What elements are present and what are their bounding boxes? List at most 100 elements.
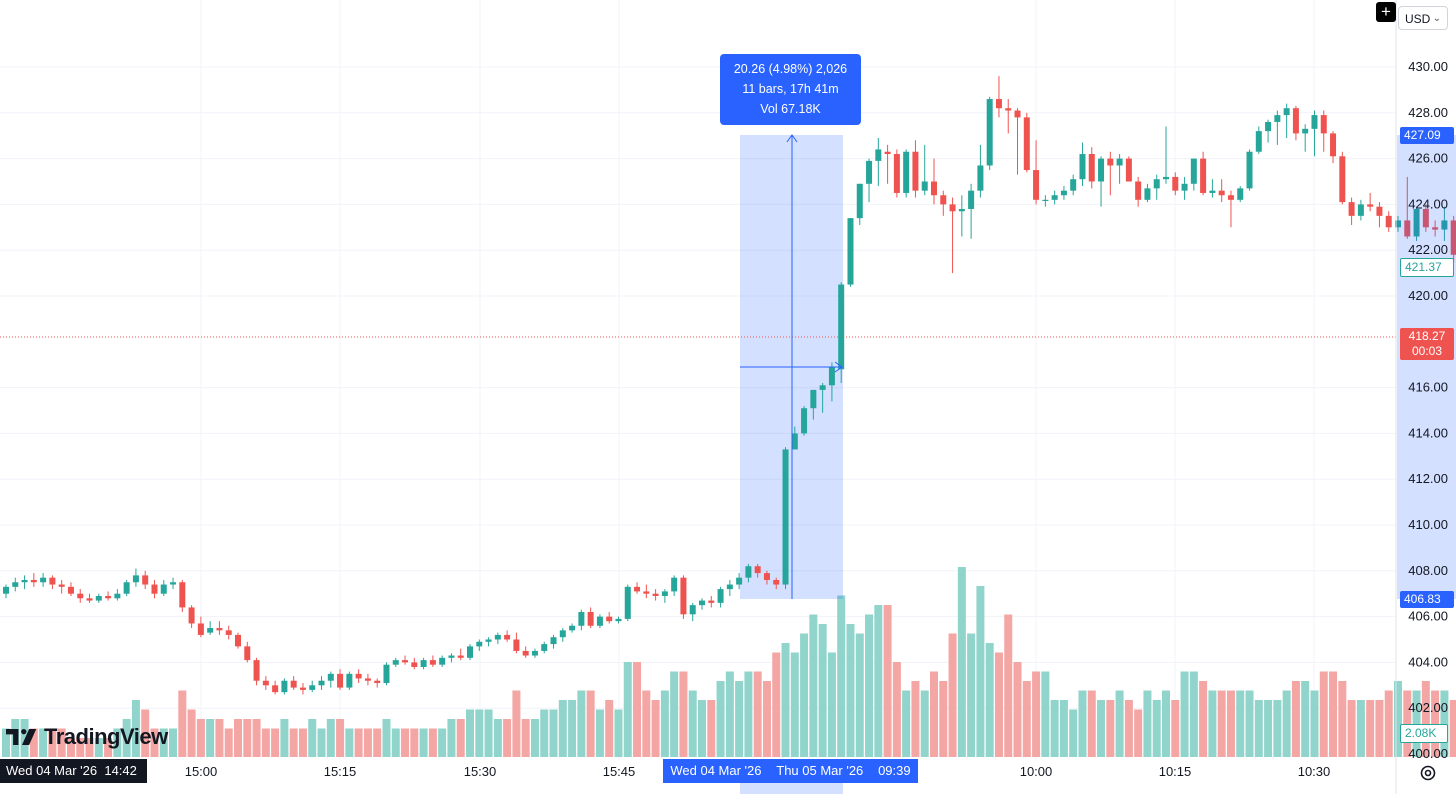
price-tick-label: 400.00: [1408, 746, 1448, 761]
price-tick-label: 414.00: [1408, 425, 1448, 440]
candle-body: [170, 582, 177, 585]
measure-tooltip: 20.26 (4.98%) 2,026 11 bars, 17h 41m Vol…: [720, 54, 861, 125]
candle-body: [179, 582, 186, 608]
currency-select[interactable]: USD ⌄: [1398, 6, 1448, 30]
volume-bar: [150, 728, 159, 757]
settings-gear-icon[interactable]: [1418, 763, 1438, 783]
candle-body: [457, 655, 464, 658]
prev-close-tag: 418.27 00:03: [1400, 328, 1454, 360]
volume-bar: [920, 690, 929, 757]
volume-bar: [280, 719, 289, 757]
volume-bar: [1152, 700, 1161, 757]
candle-body: [828, 366, 835, 386]
volume-bar: [1421, 681, 1430, 757]
currency-label: USD: [1405, 12, 1431, 26]
candle-body: [652, 593, 659, 596]
tradingview-logo[interactable]: TradingView: [6, 722, 168, 752]
candle-body: [1246, 151, 1253, 189]
volume-bar: [1329, 671, 1338, 757]
candle-body: [522, 650, 529, 656]
candle-body: [1292, 108, 1299, 134]
volume-bar: [967, 633, 976, 757]
price-tick-label: 406.00: [1408, 609, 1448, 624]
candle-body: [819, 385, 826, 390]
candle-body: [1376, 206, 1383, 216]
volume-bar: [809, 614, 818, 757]
price-axis[interactable]: 430.00 428.00 426.00 424.00 422.00 420.00 416.…: [1395, 0, 1448, 794]
volume-bar: [1059, 700, 1068, 757]
time-axis[interactable]: 15:00 15:15 15:30 15:45 10:00 10:15 10:30: [185, 764, 1331, 779]
volume-bar: [373, 728, 382, 757]
volume-bar: [837, 595, 846, 757]
candle-body: [856, 183, 863, 219]
candle-body: [1051, 195, 1058, 200]
candle-body: [346, 673, 353, 688]
volume-bar: [104, 738, 113, 757]
candle-body: [1153, 179, 1160, 189]
volume-bar: [391, 728, 400, 757]
candle-body: [1320, 115, 1327, 134]
volume-bar: [707, 700, 716, 757]
candle-body: [838, 284, 845, 370]
volume-bar: [1217, 690, 1226, 757]
volume-bar: [762, 681, 771, 757]
volume-bar: [382, 719, 391, 757]
measure-top-price-tag: 427.09: [1400, 127, 1454, 144]
candle-body: [216, 628, 223, 631]
candle-body: [86, 598, 93, 601]
candle-body: [3, 586, 9, 594]
measure-time-range-label: Wed 04 Mar '26 Thu 05 Mar '26 09:39: [663, 759, 918, 783]
candle-body: [1422, 208, 1429, 228]
volume-bar: [911, 681, 920, 757]
volume-bar: [419, 728, 428, 757]
measure-vertical-arrowhead: [786, 134, 798, 143]
volume-bar: [577, 690, 586, 757]
volume-bar: [1366, 700, 1375, 757]
candle-body: [1060, 190, 1067, 196]
candle-body: [559, 630, 566, 638]
volume-bar: [1236, 690, 1245, 757]
candle-body: [763, 573, 770, 580]
candle-body: [1088, 154, 1095, 182]
volume-bar: [985, 643, 994, 757]
candle-body: [1237, 188, 1244, 200]
candle-body: [281, 680, 288, 693]
candle-body: [12, 582, 19, 587]
volume-bars: [2, 567, 1456, 757]
candle-body: [903, 151, 910, 193]
candle-body: [123, 582, 130, 594]
volume-bar: [781, 643, 790, 757]
volume-bar: [113, 728, 122, 757]
candle-body: [58, 584, 65, 587]
candle-body: [875, 149, 882, 161]
candlesticks: [3, 76, 1456, 695]
price-tick-label: 404.00: [1408, 654, 1448, 669]
volume-bar: [141, 709, 150, 757]
candle-body: [699, 600, 705, 606]
candle-body: [253, 660, 260, 681]
candle-body: [383, 664, 390, 684]
candle-body: [680, 577, 687, 615]
measure-bottom-price-tag: 406.83: [1400, 591, 1454, 608]
candle-body: [355, 673, 362, 679]
volume-bar: [85, 738, 94, 757]
candle-body: [921, 181, 928, 191]
volume-bar: [252, 719, 261, 757]
volume-bar: [503, 719, 512, 757]
plus-icon[interactable]: +: [1376, 2, 1396, 22]
volume-bar: [1041, 671, 1050, 757]
candle-body: [402, 660, 409, 663]
volume-bar: [363, 728, 372, 757]
volume-bar: [595, 709, 604, 757]
volume-bar: [994, 652, 1003, 757]
volume-bar: [345, 728, 354, 757]
volume-bar: [317, 728, 326, 757]
time-axis-highlight: [740, 783, 843, 794]
volume-bar: [772, 652, 781, 757]
volume-bar: [716, 681, 725, 757]
candle-body: [1107, 158, 1114, 166]
candle-body: [467, 646, 473, 658]
volume-bar: [39, 728, 48, 757]
candle-body: [847, 218, 854, 285]
